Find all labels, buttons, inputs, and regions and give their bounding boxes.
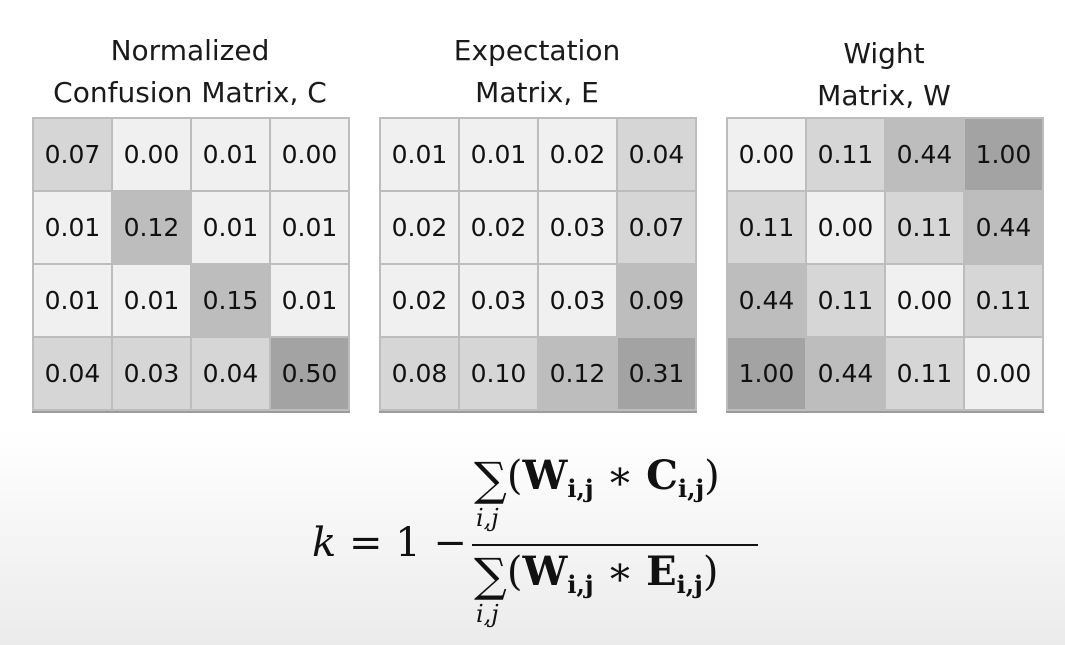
matrix-cell: 0.02 [460, 192, 539, 265]
matrix-cell: 0.11 [728, 192, 807, 265]
matrix-cell: 0.08 [381, 338, 460, 411]
fraction-bar [472, 544, 758, 546]
denominator-weight-index: i,j [567, 570, 594, 599]
matrix-cell: 0.12 [539, 338, 618, 411]
matrix-cell: 0.02 [381, 192, 460, 265]
numerator-sum-symbol: ∑ [474, 452, 507, 506]
numerator-confusion-index: i,j [678, 474, 705, 503]
matrix-cell: 0.03 [539, 192, 618, 265]
matrix-cell: 0.07 [618, 192, 697, 265]
matrix-cell: 0.00 [807, 192, 886, 265]
confusion-matrix-title-line1: Normalized [110, 34, 270, 67]
weight-matrix-title-line1: Wight [843, 37, 925, 70]
matrix-cell: 0.10 [460, 338, 539, 411]
matrix-cell: 0.01 [271, 265, 350, 338]
matrix-cell: 1.00 [728, 338, 807, 411]
matrix-cell: 0.02 [381, 265, 460, 338]
matrix-cell: 0.44 [728, 265, 807, 338]
confusion-matrix-grid: 0.07 0.00 0.01 0.00 0.01 0.12 0.01 0.01 0.01 0.01… [32, 117, 350, 411]
matrix-cell: 0.11 [807, 119, 886, 192]
formula-lhs: k = 1 − [312, 520, 467, 566]
matrix-cell: 0.04 [618, 119, 697, 192]
matrix-cell: 0.03 [460, 265, 539, 338]
matrix-cell: 0.07 [34, 119, 113, 192]
weight-matrix-title-line2: Matrix, W [817, 79, 951, 112]
matrix-cell: 0.01 [460, 119, 539, 192]
expectation-matrix-block: Expectation Matrix, E 0.01 0.01 0.02 0.04 0.… [379, 0, 697, 420]
numerator-close-paren: ) [704, 453, 720, 499]
numerator-times: ∗ [593, 453, 647, 499]
matrix-cell: 0.04 [192, 338, 271, 411]
formula-numerator: ∑(Wi,j ∗ Ci,j) [474, 452, 720, 503]
matrix-cell: 0.11 [886, 338, 965, 411]
denominator-sum-index: i,j [476, 600, 499, 628]
denominator-weight-letter: W [522, 548, 568, 595]
matrix-cell: 0.03 [539, 265, 618, 338]
numerator-weight-index: i,j [567, 474, 594, 503]
formula-k-variable: k [312, 520, 337, 566]
matrix-cell: 0.01 [192, 192, 271, 265]
matrix-cell: 0.00 [271, 119, 350, 192]
matrix-cell: 0.01 [381, 119, 460, 192]
expectation-matrix-grid: 0.01 0.01 0.02 0.04 0.02 0.02 0.03 0.07 0.02 0.03… [379, 117, 697, 411]
matrix-cell: 0.01 [113, 265, 192, 338]
formula-denominator: ∑(Wi,j ∗ Ei,j) [474, 548, 718, 599]
matrix-cell: 0.09 [618, 265, 697, 338]
numerator-sum-index: i,j [476, 504, 499, 532]
matrix-cell: 0.03 [113, 338, 192, 411]
matrix-cell: 0.00 [113, 119, 192, 192]
matrix-cell: 0.50 [271, 338, 350, 411]
matrix-cell: 0.00 [728, 119, 807, 192]
matrix-cell: 0.44 [886, 119, 965, 192]
formula-equals-one-minus: = 1 − [336, 520, 467, 566]
matrix-cell: 0.12 [113, 192, 192, 265]
denominator-close-paren: ) [702, 549, 719, 595]
matrix-cell: 0.01 [271, 192, 350, 265]
matrix-cell: 0.01 [192, 119, 271, 192]
matrix-cell: 0.44 [965, 192, 1044, 265]
matrix-cell: 0.01 [34, 192, 113, 265]
denominator-sum-symbol: ∑ [474, 548, 507, 602]
denominator-expectation-index: i,j [676, 570, 703, 599]
matrix-cell: 0.11 [886, 192, 965, 265]
matrix-cell: 0.00 [965, 338, 1044, 411]
matrix-cell: 0.04 [34, 338, 113, 411]
matrix-cell: 0.44 [807, 338, 886, 411]
weight-matrix-grid: 0.00 0.11 0.44 1.00 0.11 0.00 0.11 0.44 0.44 0.11… [726, 117, 1044, 411]
weight-matrix-block: Wight Matrix, W 0.00 0.11 0.44 1.00 0.11 0.00… [726, 0, 1044, 420]
confusion-matrix-title-line2: Confusion Matrix, C [53, 76, 327, 109]
matrix-cell: 0.02 [539, 119, 618, 192]
confusion-matrix-block: Normalized Confusion Matrix, C 0.07 0.00 0… [32, 0, 350, 420]
numerator-weight-letter: W [522, 452, 568, 499]
matrix-cell: 0.00 [886, 265, 965, 338]
denominator-open-paren: ( [506, 549, 523, 595]
expectation-matrix-title-line2: Matrix, E [475, 76, 599, 109]
numerator-confusion-letter: C [646, 452, 678, 499]
matrix-cell: 0.31 [618, 338, 697, 411]
matrix-cell: 0.11 [965, 265, 1044, 338]
expectation-matrix-title-line1: Expectation [453, 34, 621, 67]
matrix-cell: 1.00 [965, 119, 1044, 192]
numerator-open-paren: ( [506, 453, 523, 499]
matrix-cell: 0.11 [807, 265, 886, 338]
denominator-times: ∗ [593, 549, 647, 595]
matrix-cell: 0.01 [34, 265, 113, 338]
denominator-expectation-letter: E [646, 548, 677, 595]
matrix-cell: 0.15 [192, 265, 271, 338]
